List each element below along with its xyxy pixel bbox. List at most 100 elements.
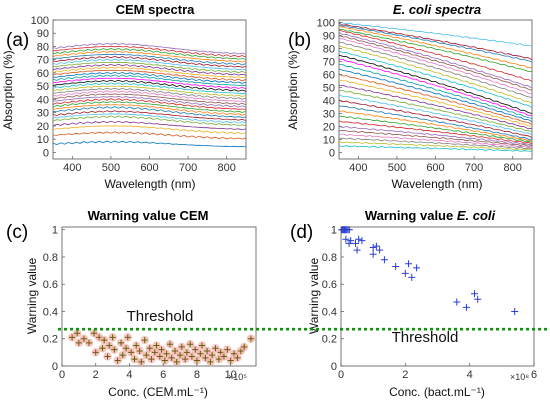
scatter-point — [168, 354, 175, 361]
spectrum-line — [338, 137, 533, 150]
panel-label-d: (d) — [290, 222, 313, 243]
spectrum-line — [338, 73, 533, 125]
scatter-point — [342, 235, 350, 243]
x-tick-label: 800 — [504, 162, 522, 174]
scatter-point — [408, 273, 416, 281]
spectrum-line — [52, 106, 247, 118]
panel-label-b: (b) — [288, 30, 311, 51]
spectrum-line — [52, 110, 247, 121]
x-axis-label-d: Conc. (bact.mL⁻¹) — [389, 385, 485, 399]
scatter-point — [166, 341, 173, 348]
spectrum-line — [52, 101, 247, 113]
spectrum-line — [338, 84, 533, 130]
spectrum-line — [52, 82, 246, 94]
y-tick-label: 100 — [31, 15, 49, 27]
scatter-point — [392, 263, 400, 271]
spectrum-line — [338, 89, 533, 132]
scatter-point — [133, 342, 140, 349]
y-tick-label: 30 — [37, 108, 49, 120]
y-tick-label: 1 — [52, 225, 58, 237]
scatter-point — [187, 341, 194, 348]
scatter-point — [158, 346, 165, 353]
spectrum-line — [52, 69, 247, 82]
x-tick-label: 6 — [531, 369, 537, 381]
y-tick-label: 80 — [37, 41, 49, 53]
spectrum-line — [338, 54, 533, 114]
scatter-point — [151, 349, 158, 356]
y-axis-label-a: Absorption (%) — [1, 50, 15, 129]
y-tick-label: 10 — [323, 135, 335, 147]
scatter-point — [358, 237, 366, 245]
x-tick-label: 2 — [402, 369, 408, 381]
spectrum-line — [338, 145, 533, 152]
scatter-point — [220, 353, 227, 360]
scatter-point — [80, 335, 87, 342]
scatter-point — [172, 348, 179, 355]
y-tick-label: 80 — [323, 44, 335, 56]
spectrum-line — [52, 66, 247, 79]
x-tick-label: 6 — [160, 369, 166, 381]
spectrum-line — [339, 42, 533, 98]
scatter-point — [224, 346, 231, 353]
scatter-point — [202, 354, 209, 361]
y-tick-label: 50 — [323, 83, 335, 95]
x-axis-label-b: Wavelength (nm) — [392, 177, 483, 191]
spectrum-line — [338, 22, 533, 60]
scatter-point — [462, 303, 470, 311]
x-tick-label: 500 — [388, 162, 406, 174]
spectrum-line — [52, 95, 247, 108]
scatter-point — [212, 345, 219, 352]
spectrum-line — [338, 125, 533, 146]
spectrum-line — [52, 113, 247, 124]
y-tick-label: 20 — [37, 121, 49, 133]
scatter-point — [369, 250, 377, 258]
y-axis-label-c: Warning value — [25, 258, 39, 335]
x-tick-label: 500 — [102, 162, 120, 174]
scatter-point — [353, 246, 361, 254]
x-tick-label: 10 — [225, 369, 237, 381]
plot-frame-b — [338, 19, 533, 160]
scatter-point — [114, 357, 121, 364]
spectrum-line — [52, 90, 246, 102]
spectrum-line — [52, 120, 247, 131]
x-tick-label: 8 — [194, 369, 200, 381]
y-tick-label: 40 — [37, 94, 49, 106]
spectrum-line — [52, 63, 247, 76]
scatter-point — [131, 356, 138, 363]
panel-d-warning-ecoli: (d) Warning value E. coli 0 2 4 6 0 0.2 0.4 0.6… — [290, 208, 537, 399]
scatter-point — [138, 358, 145, 365]
scatter-point — [74, 330, 81, 337]
scatter-point — [241, 343, 248, 350]
spectrum-line — [52, 115, 247, 126]
spectrum-line — [338, 58, 532, 116]
scatter-point — [99, 345, 106, 352]
spectrum-line — [52, 125, 247, 135]
spectrum-line — [338, 28, 533, 72]
scatter-point — [351, 239, 359, 247]
spectrum-line — [52, 140, 247, 148]
scatter-points-c — [67, 329, 256, 367]
scatter-point — [92, 349, 99, 356]
y-tick-label: 0 — [329, 148, 335, 160]
spectrum-line — [338, 26, 533, 69]
spectrum-line — [52, 55, 247, 68]
spectrum-line — [53, 45, 247, 58]
spectrum-line — [338, 50, 533, 109]
spectrum-line — [52, 85, 247, 98]
y-tick-label: 50 — [37, 81, 49, 93]
y-tick-label: 90 — [323, 31, 335, 43]
series-lines-b — [338, 22, 533, 152]
scatter-point — [405, 260, 413, 268]
y-tick-label: 0.8 — [43, 252, 58, 264]
chart-title-ecoli-spectra: E. coli spectra — [393, 2, 481, 17]
scatter-point — [124, 334, 131, 341]
x-tick-label: 400 — [349, 162, 367, 174]
spectrum-line — [338, 22, 533, 47]
x-tick-label: 700 — [179, 162, 197, 174]
x-tick-label: 0 — [338, 369, 344, 381]
spectrum-line — [52, 61, 247, 74]
spectrum-line — [52, 50, 247, 63]
scatter-point — [470, 290, 478, 298]
scatter-point — [347, 237, 355, 245]
